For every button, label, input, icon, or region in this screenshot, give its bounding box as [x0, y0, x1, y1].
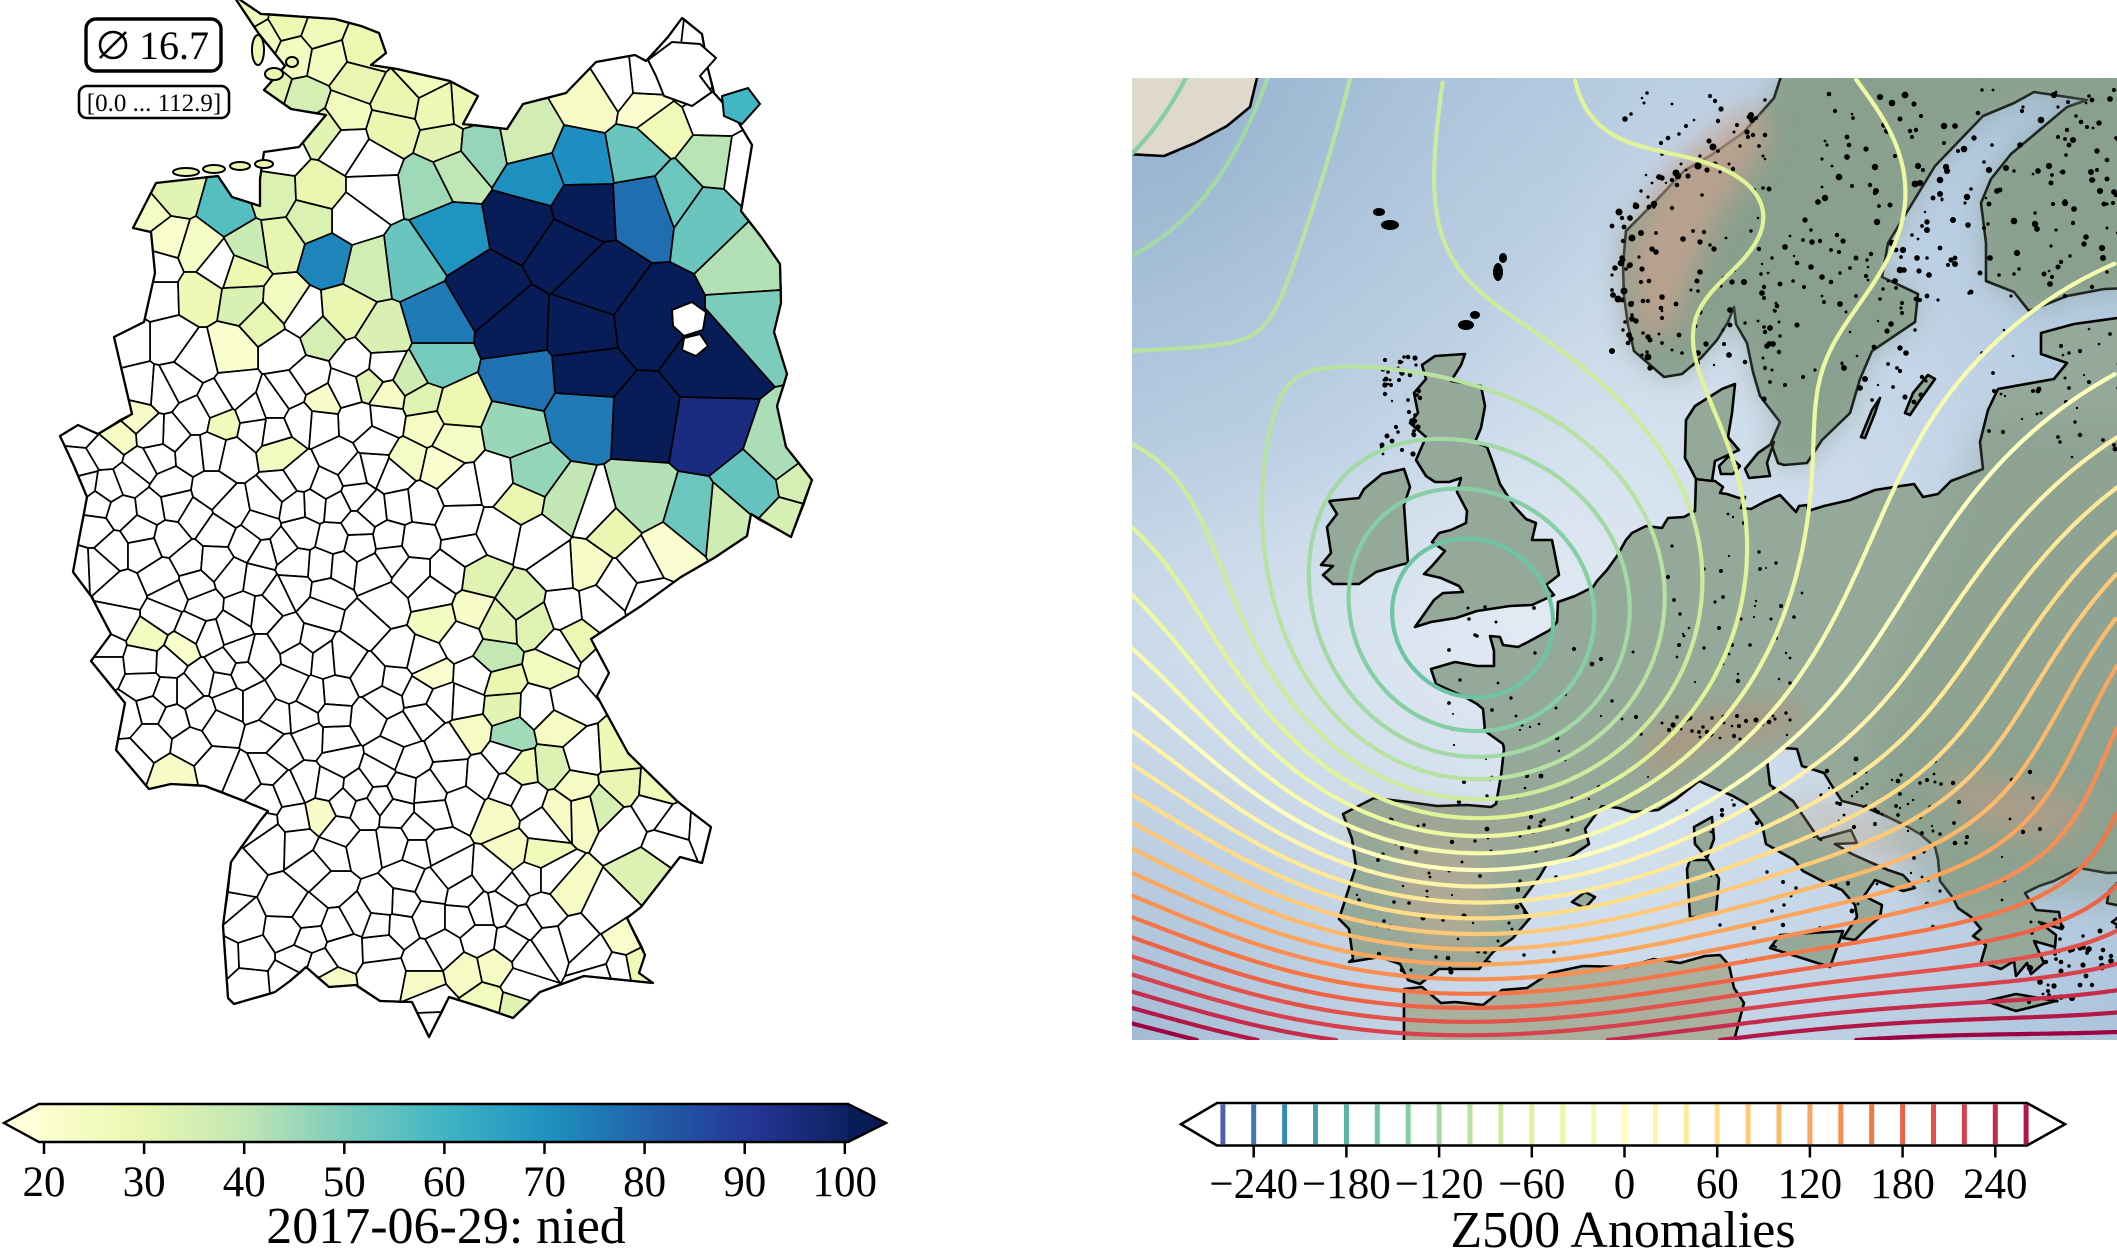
- svg-text:Z500 Anomalies: Z500 Anomalies: [1450, 1202, 1795, 1250]
- svg-text:120: 120: [1778, 1161, 1843, 1208]
- svg-text:30: 30: [123, 1159, 166, 1206]
- svg-text:20: 20: [23, 1159, 66, 1206]
- svg-text:90: 90: [723, 1159, 766, 1206]
- svg-text:80: 80: [623, 1159, 666, 1206]
- svg-text:240: 240: [1963, 1161, 2028, 1208]
- svg-text:−120: −120: [1395, 1161, 1484, 1208]
- svg-text:60: 60: [1696, 1161, 1739, 1208]
- svg-text:−60: −60: [1498, 1161, 1565, 1208]
- svg-text:180: 180: [1870, 1161, 1935, 1208]
- svg-text:16.7: 16.7: [139, 23, 209, 68]
- svg-text:50: 50: [323, 1159, 366, 1206]
- svg-text:40: 40: [223, 1159, 266, 1206]
- svg-text:[0.0 ... 112.9]: [0.0 ... 112.9]: [87, 90, 221, 117]
- svg-text:−240: −240: [1209, 1161, 1298, 1208]
- svg-text:−180: −180: [1302, 1161, 1391, 1208]
- svg-text:2017-06-29: nied: 2017-06-29: nied: [266, 1198, 626, 1250]
- svg-text:70: 70: [523, 1159, 566, 1206]
- svg-text:100: 100: [813, 1159, 878, 1206]
- svg-text:0: 0: [1614, 1161, 1636, 1208]
- svg-text:60: 60: [423, 1159, 466, 1206]
